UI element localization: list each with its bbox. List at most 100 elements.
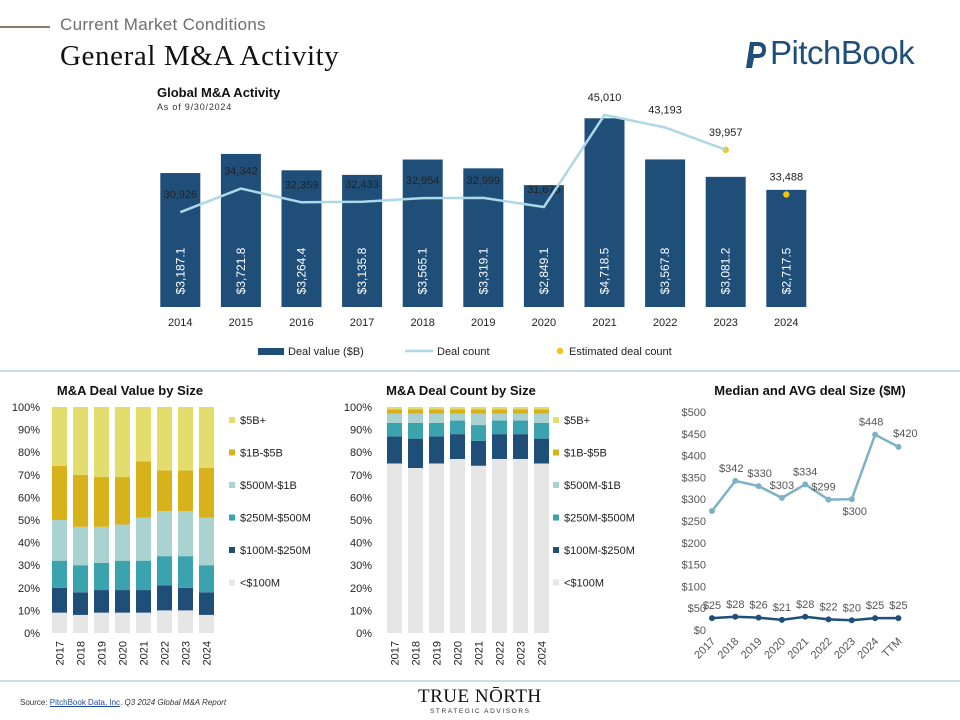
deal-count-by-size-chart: M&A Deal Count by Size 0% 10% 20% 30% 40% 50% 6… xyxy=(344,383,635,665)
legend-swatch xyxy=(553,547,559,553)
legend-label: $1B-$5B xyxy=(240,448,283,460)
stack-segment xyxy=(199,592,214,615)
stack-segment xyxy=(387,436,402,464)
stack-segment xyxy=(492,434,507,459)
deal-count-label: 32,359 xyxy=(285,179,319,191)
stack-segment xyxy=(408,413,423,423)
y-tick-label: 60% xyxy=(18,492,40,504)
stack-segment xyxy=(513,413,528,421)
deal-count-label: 32,954 xyxy=(406,175,440,187)
stack-segment xyxy=(429,407,444,410)
legend-swatch xyxy=(553,579,559,586)
deal-value-label: $3,187.1 xyxy=(173,247,187,294)
stack-segment xyxy=(178,610,193,633)
x-tick-label: 2022 xyxy=(495,641,507,665)
x-tick-label: 2024 xyxy=(202,641,214,665)
legend-label-deal-value: Deal value ($B) xyxy=(288,346,364,358)
x-tick-label: 2021 xyxy=(139,641,151,665)
average-label: $300 xyxy=(843,506,867,518)
legend-swatch xyxy=(553,514,559,521)
deal-value-bar xyxy=(645,159,686,307)
deal-value-label: $2,849.1 xyxy=(537,247,551,294)
stack-segment xyxy=(387,409,402,414)
stack-segment xyxy=(387,463,402,633)
legend-label: $1B-$5B xyxy=(564,448,607,460)
legend-swatch-estimated xyxy=(556,347,564,355)
x-tick-label: 2020 xyxy=(453,641,465,665)
source-link[interactable]: PitchBook Data, Inc xyxy=(49,698,121,707)
average-label: $330 xyxy=(747,468,771,480)
deal-value-bar xyxy=(220,153,261,307)
section-divider xyxy=(0,370,960,372)
y-tick-label: 30% xyxy=(18,560,40,572)
stack-segment xyxy=(471,409,486,414)
stack-segment xyxy=(73,565,88,593)
median-point xyxy=(872,615,879,622)
stack-segment xyxy=(115,590,130,613)
stack-segment xyxy=(471,407,486,410)
x-tick-label: 2017 xyxy=(390,641,402,665)
stack-segment xyxy=(534,463,549,633)
stack-segment xyxy=(52,587,67,613)
stack-segment xyxy=(157,585,172,611)
y-tick-label: 70% xyxy=(350,470,372,482)
stack-segment xyxy=(94,590,109,613)
y-tick-label: 40% xyxy=(18,538,40,550)
stack-segment xyxy=(429,436,444,464)
y-tick-label: 60% xyxy=(350,492,372,504)
x-tick-label: 2015 xyxy=(229,317,253,329)
x-tick-label: 2021 xyxy=(786,636,812,662)
x-tick-label: 2016 xyxy=(289,317,313,329)
stack-segment xyxy=(534,413,549,423)
stack-segment xyxy=(94,526,109,563)
x-tick-label: 2017 xyxy=(350,317,374,329)
stack-segment xyxy=(199,565,214,593)
stack-segment xyxy=(408,468,423,633)
stack-segment xyxy=(115,560,130,591)
deal-value-bar xyxy=(705,176,746,307)
median-point xyxy=(895,615,902,622)
median-point xyxy=(709,615,715,622)
legend-label: $100M-$250M xyxy=(240,545,311,557)
true-north-logo: TRUE NŌRTH xyxy=(418,686,542,707)
stack-segment xyxy=(115,612,130,633)
y-tick-label: $450 xyxy=(682,429,706,441)
median-label: $25 xyxy=(889,600,907,612)
true-north-tagline: STRATEGIC ADVISORS xyxy=(430,708,531,715)
x-tick-label: 2019 xyxy=(432,641,444,665)
source-sep: . xyxy=(120,698,125,707)
x-tick-label: TTM xyxy=(880,636,904,660)
pitchbook-logo-icon xyxy=(746,42,766,68)
stack-segment xyxy=(73,407,88,475)
stack-segment xyxy=(450,407,465,410)
stack-segment xyxy=(94,407,109,478)
y-tick-label: 80% xyxy=(350,447,372,459)
median-label: $28 xyxy=(796,599,814,611)
y-tick-label: 10% xyxy=(18,605,40,617)
stack-segment xyxy=(450,409,465,414)
deal-value-bar xyxy=(160,173,201,307)
legend-label: $5B+ xyxy=(240,415,266,427)
stack-segment xyxy=(136,517,151,561)
stack-segment xyxy=(94,562,109,591)
median-point xyxy=(778,616,785,623)
chart-subtitle: As of 9/30/2024 xyxy=(157,102,232,112)
legend-label: $100M-$250M xyxy=(564,545,635,557)
source-report: Q3 2024 Global M&A Report xyxy=(124,698,227,707)
median-point xyxy=(825,616,832,623)
stack-segment xyxy=(73,474,88,527)
legend-swatch xyxy=(229,449,235,456)
stack-segment xyxy=(157,407,172,471)
stack-segment xyxy=(471,440,486,466)
x-tick-label: 2020 xyxy=(762,636,788,662)
stack-segment xyxy=(471,413,486,426)
median-label: $25 xyxy=(866,600,884,612)
x-tick-label: 2024 xyxy=(774,317,798,329)
deal-value-label: $4,718.5 xyxy=(598,247,612,294)
deal-value-bar xyxy=(463,168,504,307)
legend-swatch xyxy=(229,514,235,521)
deal-value-label: $3,081.2 xyxy=(719,247,733,294)
x-tick-label: 2017 xyxy=(55,641,67,665)
deal-value-label: $3,567.8 xyxy=(658,247,672,294)
deal-value-label: $3,565.1 xyxy=(416,247,430,294)
